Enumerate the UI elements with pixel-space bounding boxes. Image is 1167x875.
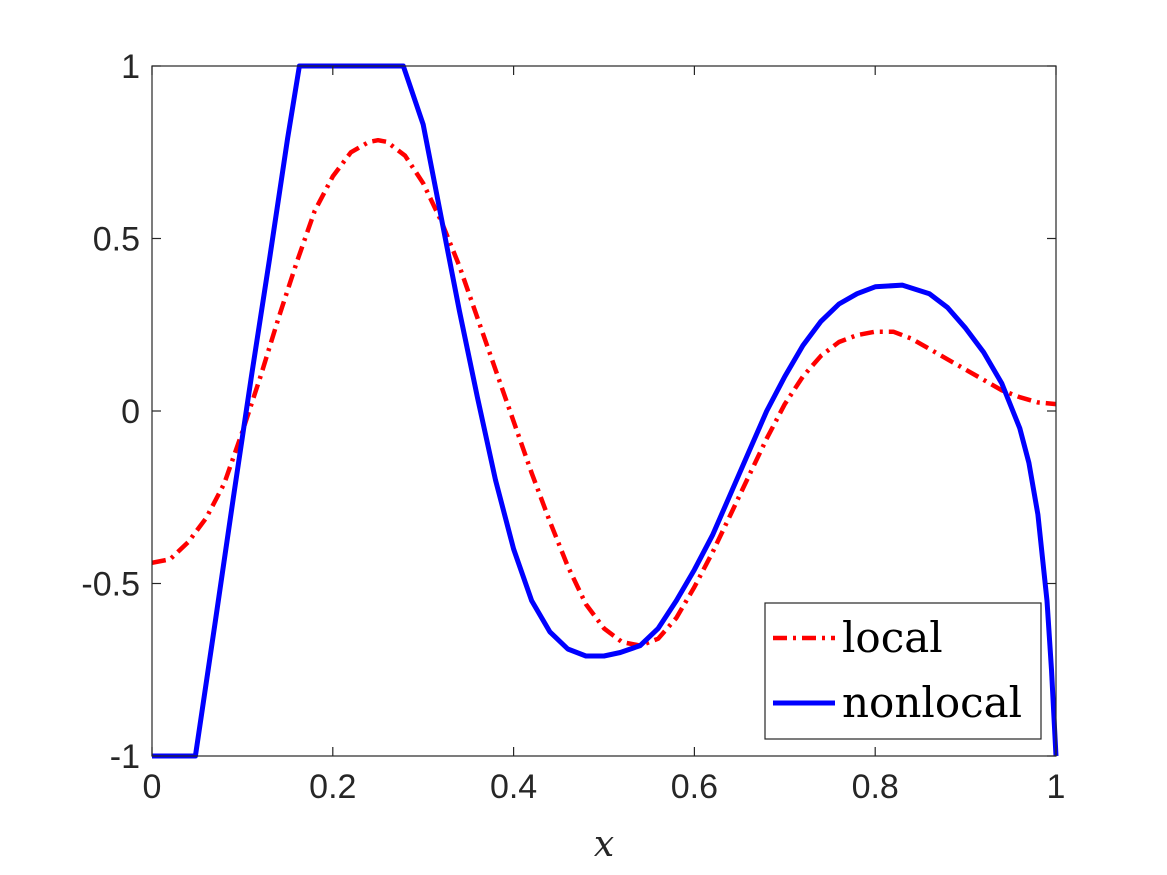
x-tick-label: 1 <box>1047 768 1066 806</box>
x-tick-label: 0.4 <box>490 768 537 806</box>
legend-box <box>764 602 1042 740</box>
x-tick-label: 0.2 <box>309 768 356 806</box>
x-tick-label: 0 <box>143 768 162 806</box>
y-tick-label: 1 <box>121 48 140 86</box>
x-tick-label: 0.6 <box>671 768 718 806</box>
x-axis-label: x <box>594 824 614 865</box>
legend: local nonlocal <box>764 602 1042 740</box>
y-tick-label: -0.5 <box>81 566 140 604</box>
y-tick-label: 0 <box>121 393 140 431</box>
y-tick-label: -1 <box>110 738 140 776</box>
x-tick-label: 0.8 <box>852 768 899 806</box>
legend-label-nonlocal: nonlocal <box>842 678 1022 727</box>
axis-ticks: 0 0.2 0.4 0.6 0.8 1 -1 -0.5 0 0.5 1 <box>81 48 1065 806</box>
legend-label-local: local <box>842 613 943 662</box>
y-tick-label: 0.5 <box>93 221 140 259</box>
